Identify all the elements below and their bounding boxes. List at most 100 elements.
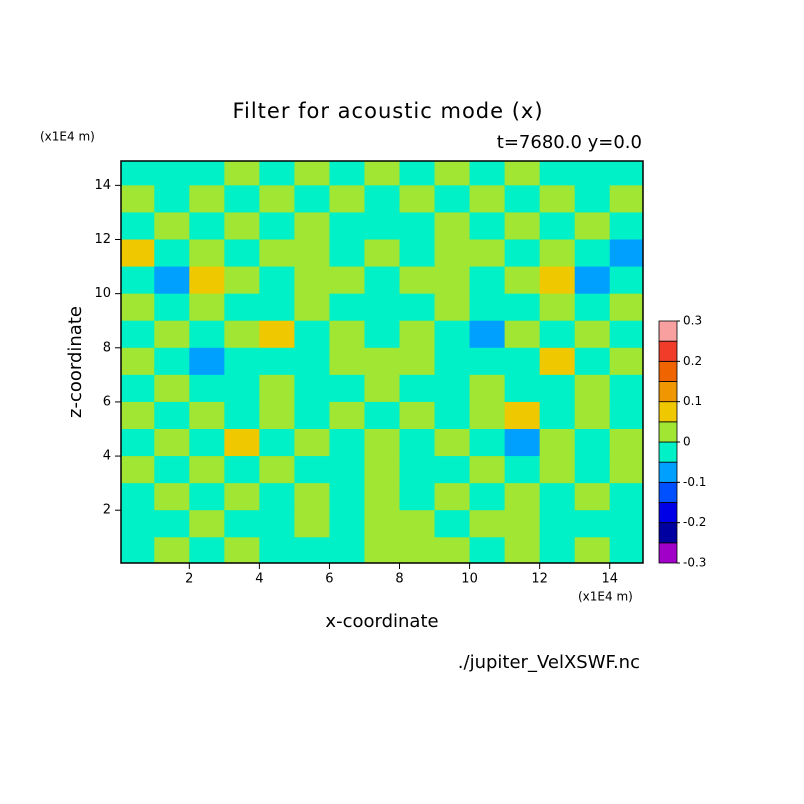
field-cell [504,185,541,213]
field-cell [504,537,541,563]
field-cell [574,456,611,484]
field-cell [294,185,330,213]
field-cell [469,429,506,457]
field-cell [574,374,611,403]
colorbar-label: -0.3 [683,556,706,570]
field-cell [364,320,401,349]
field-cell [539,510,576,538]
field-cell [609,239,643,268]
field-cell [259,429,295,457]
field-cell [154,429,190,457]
field-cell [259,483,295,511]
colorbar-box [658,421,678,443]
field-cell [434,456,471,484]
colorbar-label: 0.1 [683,394,702,408]
field-cell [364,483,401,511]
field-cell [154,374,190,403]
field-cell [399,239,436,268]
field-cell [539,293,576,322]
colorbar-box [658,481,678,503]
colorbar-box [658,340,678,362]
field-cell [609,456,643,484]
field-cell [574,212,611,241]
subtitle: t=7680.0 y=0.0 [497,132,642,153]
field-cell [434,212,471,241]
field-cell [574,401,611,430]
field-cell [574,347,611,376]
field-cell [609,374,643,403]
source-note: ./jupiter_VelXSWF.nc [458,652,640,673]
field-cell [539,401,576,430]
field-cell [539,374,576,403]
colorbar-box [658,381,678,403]
field-cell [574,510,611,538]
field-cell [434,401,471,430]
field-cell [189,347,225,376]
field-cell [609,161,643,186]
field-cell [609,537,643,563]
field-cell [539,320,576,349]
field-cell [364,185,401,213]
field-cell [574,185,611,213]
field-cell [364,510,401,538]
field-cell [539,456,576,484]
field-cell [224,401,260,430]
field-cell [294,483,330,511]
field-cell [609,483,643,511]
field-cell [224,239,260,268]
field-cell [504,320,541,349]
field-cell [189,537,225,563]
field-cell [189,293,225,322]
field-cell [329,429,365,457]
field-cell [154,401,190,430]
y-tick-label: 14 [94,178,111,193]
field-cell [609,266,643,295]
field-cell [399,320,436,349]
y-unit: (x1E4 m) [40,130,95,144]
field-cell [574,239,611,268]
field-cell [399,429,436,457]
field-cell [504,239,541,268]
field-cell [259,161,295,186]
chart-title: Filter for acoustic mode (x) [232,99,543,123]
field-cell [399,374,436,403]
field-cell [259,239,295,268]
field-cell [121,401,155,430]
y-tick-label: 10 [94,286,111,301]
colorbar-box [658,401,678,423]
field-cell [189,456,225,484]
field-cell [121,510,155,538]
y-axis-label: z-coordinate [65,306,86,418]
field-cell [504,374,541,403]
field-cell [154,212,190,241]
field-cell [121,374,155,403]
field-cell [434,510,471,538]
x-tick-label: 8 [395,572,403,587]
field-cell [189,374,225,403]
field-cell [539,161,576,186]
field-cell [469,185,506,213]
field-cell [364,293,401,322]
field-cell [259,320,295,349]
field-cell [121,161,155,186]
field-cell [504,483,541,511]
field-cell [329,510,365,538]
plot-frame [120,160,644,564]
field-cell [539,239,576,268]
field-cell [434,161,471,186]
y-tick-label: 8 [103,340,111,355]
field-cell [504,429,541,457]
field-cell [259,510,295,538]
field-cell [364,537,401,563]
field-cell [574,537,611,563]
field-cell [399,483,436,511]
field-cell [121,347,155,376]
field-cell [294,347,330,376]
field-cell [329,293,365,322]
colorbar-label: -0.1 [683,475,706,489]
field-cell [259,266,295,295]
field-cell [259,212,295,241]
field-cell [224,320,260,349]
field-cell [364,429,401,457]
field-cell [539,266,576,295]
